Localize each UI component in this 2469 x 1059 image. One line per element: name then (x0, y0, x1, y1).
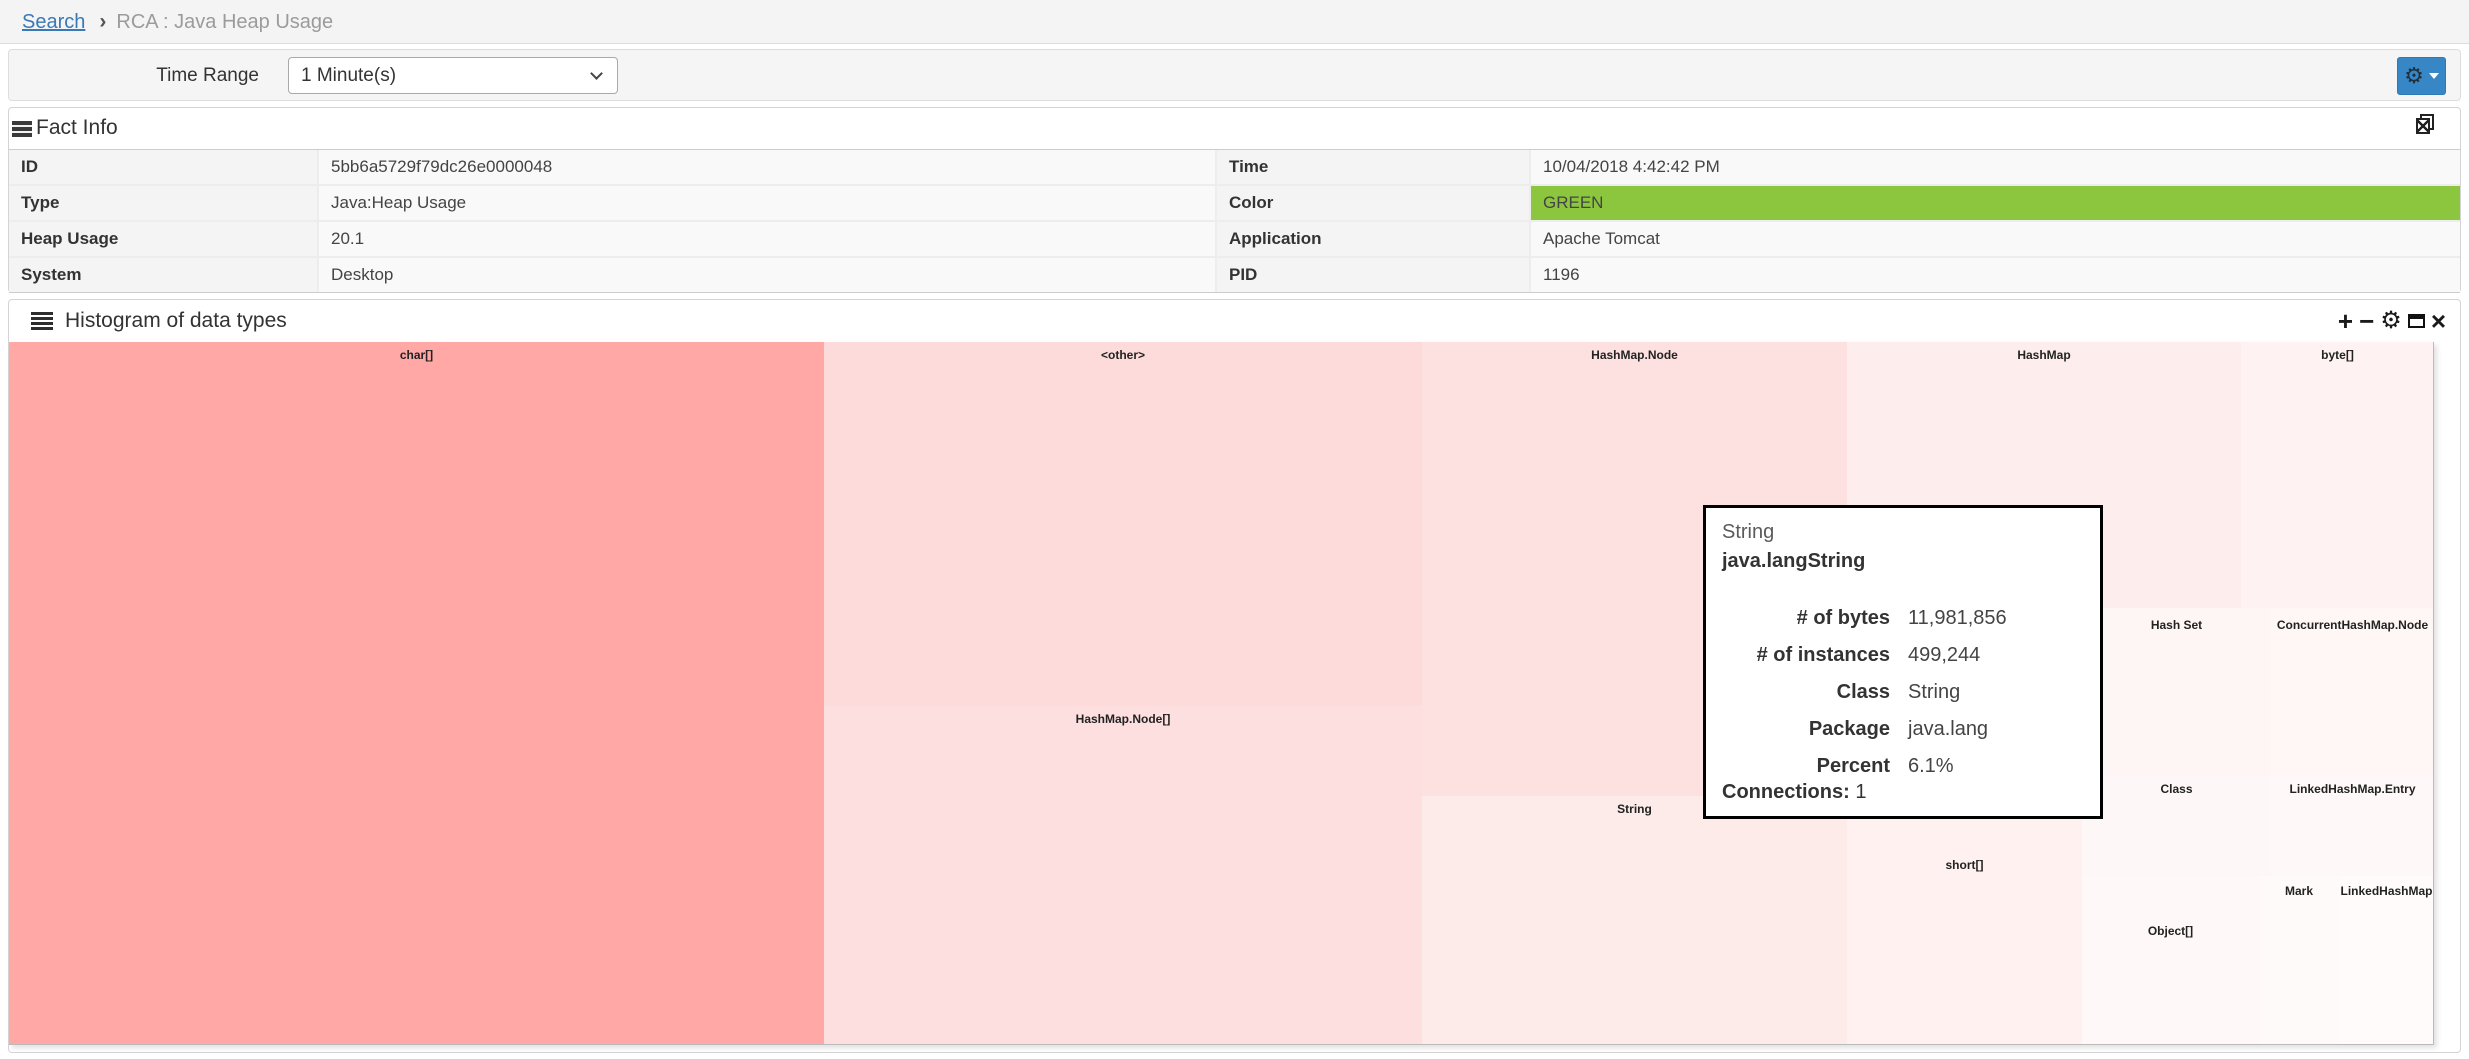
treemap-cell-label: ConcurrentHashMap.Node (2276, 618, 2429, 632)
tooltip-stat-value: java.lang (1908, 718, 1989, 740)
fact-value-heap-usage: 20.1 (319, 222, 1215, 256)
fact-label-id: ID (9, 150, 317, 184)
gear-icon[interactable]: ⚙ (2380, 307, 2402, 334)
histogram-controls: + − ⚙ × (2338, 300, 2446, 342)
fact-info-title: Fact Info (36, 116, 118, 139)
tooltip-connections: Connections: 1 (1722, 781, 1866, 804)
treemap-cell-label: LinkedHashMap (2340, 884, 2433, 898)
zoom-out-icon[interactable]: − (2359, 306, 2375, 336)
fact-value-type: Java:Heap Usage (319, 186, 1215, 220)
fact-value-system: Desktop (319, 258, 1215, 292)
histogram-header: Histogram of data types + − ⚙ × (9, 300, 2460, 342)
tooltip-stat-value: 6.1% (1908, 755, 1954, 777)
page-title: RCA : Java Heap Usage (116, 11, 334, 33)
fact-info-header: Fact Info (9, 108, 2460, 149)
histogram-title: Histogram of data types (65, 309, 287, 332)
treemap-cell-label: short[] (1945, 858, 1984, 872)
export-icon[interactable] (2416, 114, 2434, 134)
treemap-cell-label: Mark (2284, 884, 2314, 898)
treemap-cell-label: <other> (1100, 348, 1146, 362)
treemap-cell[interactable]: ConcurrentHashMap.Node (2271, 608, 2433, 776)
treemap-cell[interactable]: <other> (824, 342, 1422, 706)
treemap-cell-label: byte[] (2321, 348, 2354, 362)
treemap-cell[interactable]: Object[] (2082, 876, 2259, 1044)
tooltip-stat-value: 11,981,856 (1908, 607, 2007, 629)
close-icon[interactable]: × (2430, 306, 2446, 336)
treemap-cell-label: char[] (399, 348, 434, 362)
breadcrumb-separator-icon: › (99, 10, 107, 33)
list-bars-icon (12, 121, 32, 137)
maximize-icon[interactable] (2407, 314, 2425, 328)
fact-label-pid: PID (1217, 258, 1529, 292)
list-bars-icon (31, 312, 53, 330)
tooltip-stats: # of bytes 11,981,856 # of instances 499,2… (1722, 600, 2084, 785)
treemap-cell[interactable]: LinkedHashMap.Entry (2271, 776, 2433, 876)
tooltip-connections-label: Connections: (1722, 781, 1850, 803)
treemap-cell[interactable]: LinkedHashMap (2339, 876, 2433, 1044)
chevron-down-icon (590, 67, 603, 80)
tooltip-connections-value: 1 (1855, 781, 1867, 803)
treemap-cell-label: LinkedHashMap.Entry (2289, 782, 2416, 796)
treemap-cell-label: Object[] (2147, 924, 2194, 938)
gear-icon: ⚙ (2404, 63, 2424, 88)
tooltip-stat-label: Package (1808, 718, 1890, 740)
tooltip-stat-value: String (1908, 681, 1961, 703)
fact-label-type: Type (9, 186, 317, 220)
treemap-cell[interactable]: byte[] (2241, 342, 2433, 608)
treemap-cell[interactable]: char[] (9, 342, 824, 1044)
treemap-cell[interactable]: String (1422, 796, 1847, 1044)
treemap-cell-label: String (1617, 802, 1652, 816)
time-range-label: Time Range (156, 65, 259, 86)
fact-label-heap-usage: Heap Usage (9, 222, 317, 256)
tooltip-class-name: String (1722, 521, 1775, 543)
breadcrumb-search-link[interactable]: Search (22, 11, 86, 33)
treemap-cell-label: Hash Set (2150, 618, 2203, 632)
treemap: char[] <other> HashMap.Node[] HashMap.Node S… (9, 342, 2434, 1045)
tooltip-stat-value: 499,244 (1908, 644, 1981, 666)
tooltip-stat-label: Class (1836, 681, 1890, 703)
fact-info-table: ID 5bb6a5729f79dc26e0000048 Time 10/04/2… (9, 149, 2460, 293)
settings-dropdown-button[interactable]: ⚙ (2397, 57, 2446, 95)
fact-info-panel: Fact Info ID 5bb6a5729f79dc26e0000048 Ti… (8, 107, 2461, 293)
fact-value-color: GREEN (1531, 186, 2460, 220)
fact-value-id: 5bb6a5729f79dc26e0000048 (319, 150, 1215, 184)
tooltip-stat-label: # of bytes (1796, 607, 1890, 629)
fact-value-pid: 1196 (1531, 258, 2460, 292)
time-range-toolbar: Time Range 1 Minute(s) ⚙ (8, 49, 2461, 101)
treemap-cell[interactable]: Hash Set (2082, 608, 2271, 776)
fact-value-application: Apache Tomcat (1531, 222, 2460, 256)
tooltip-stat-label: Percent (1816, 755, 1890, 777)
fact-value-time: 10/04/2018 4:42:42 PM (1531, 150, 2460, 184)
histogram-panel: Histogram of data types + − ⚙ × char[] <o… (8, 299, 2461, 1053)
fact-label-application: Application (1217, 222, 1529, 256)
tooltip-stat-label: # of instances (1756, 644, 1890, 666)
time-range-select[interactable]: 1 Minute(s) (288, 57, 618, 94)
treemap-tooltip: String java.langString # of bytes 11,981,… (1703, 505, 2103, 819)
treemap-cell-label: HashMap.Node (1591, 348, 1678, 362)
treemap-cell-label: HashMap (2017, 348, 2071, 362)
caret-down-icon (2428, 73, 2439, 79)
treemap-cell-label: Class (2160, 782, 2193, 796)
fact-label-time: Time (1217, 150, 1529, 184)
fact-label-color: Color (1217, 186, 1529, 220)
treemap-cell-label: HashMap.Node[] (1075, 712, 1171, 726)
tooltip-qualified-name: java.langString (1722, 550, 1866, 572)
treemap-cell[interactable]: HashMap.Node[] (824, 706, 1422, 1044)
breadcrumb: Search › RCA : Java Heap Usage (0, 0, 2469, 44)
time-range-selected-value: 1 Minute(s) (301, 65, 397, 86)
treemap-cell[interactable]: Mark (2259, 876, 2339, 1044)
fact-label-system: System (9, 258, 317, 292)
treemap-cell[interactable]: Class (2082, 776, 2271, 876)
zoom-in-icon[interactable]: + (2337, 306, 2354, 336)
